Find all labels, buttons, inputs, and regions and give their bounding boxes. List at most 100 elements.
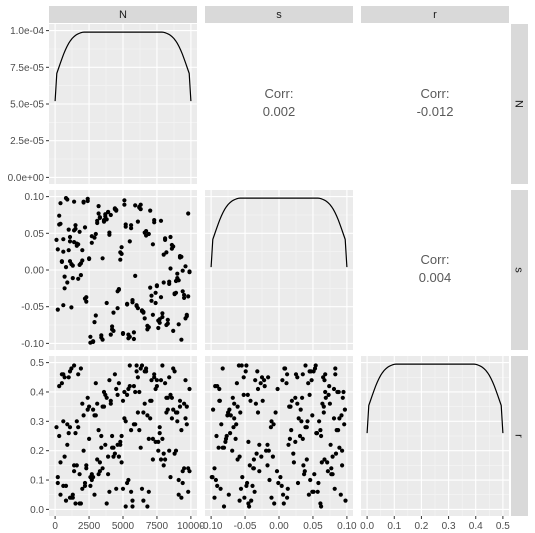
scatter-point <box>235 404 240 409</box>
scatter-point <box>286 442 291 447</box>
scatter-point <box>97 469 102 474</box>
scatter-point <box>299 419 304 424</box>
scatter-point <box>254 451 259 456</box>
scatter-point <box>110 327 115 332</box>
scatter-point <box>89 234 94 239</box>
scatter-point <box>175 419 180 424</box>
scatter-point <box>125 480 130 486</box>
scatter-point <box>234 381 239 386</box>
scatter-point <box>163 381 168 386</box>
scatter-point <box>119 433 124 439</box>
scatter-point <box>93 413 98 418</box>
scatter-point <box>108 332 113 337</box>
scatter-point <box>108 212 113 218</box>
scatter-point <box>312 472 317 477</box>
scatter-point <box>330 454 335 459</box>
scatter-point <box>118 250 123 255</box>
scatter-point <box>58 221 63 226</box>
scatter-point <box>133 203 138 208</box>
scatter-point <box>73 501 78 506</box>
scatter-point <box>172 369 177 374</box>
scatter-point <box>66 227 71 232</box>
scatter-point <box>295 480 301 486</box>
scatter-point <box>103 442 108 447</box>
scatter-point <box>118 439 123 444</box>
scatter-point <box>278 475 283 480</box>
scatter-point <box>258 381 263 386</box>
scatter-point <box>149 378 154 383</box>
scatter-point <box>165 317 170 322</box>
scatter-point <box>137 389 142 395</box>
scatter-point <box>114 386 119 392</box>
y-tick-label: 0.05 <box>25 229 45 240</box>
scatter-point <box>120 486 126 491</box>
scatter-point <box>184 422 189 427</box>
scatter-point <box>331 416 337 421</box>
y-tick-label: 7.5e-05 <box>10 63 44 74</box>
scatter-point <box>112 372 117 377</box>
scatter-point <box>180 480 185 486</box>
scatter-point <box>165 407 170 412</box>
x-tick-label: 0.5 <box>496 521 510 532</box>
scatter-point <box>211 407 216 412</box>
scatter-point <box>80 248 85 253</box>
scatter-point <box>148 285 153 290</box>
scatter-point <box>157 425 162 430</box>
scatter-point <box>78 501 83 506</box>
scatter-point <box>269 495 274 500</box>
scatter-s-vs-N <box>54 196 192 345</box>
scatter-point <box>217 386 222 392</box>
scatter-point <box>130 498 135 503</box>
x-tick-label: 0.3 <box>442 521 456 532</box>
scatter-point <box>167 279 172 284</box>
scatter-point <box>268 425 273 430</box>
scatter-point <box>214 433 219 439</box>
scatter-point <box>168 234 173 240</box>
scatter-point <box>262 378 267 383</box>
scatter-point <box>61 249 66 254</box>
scatter-point <box>62 286 67 291</box>
scatter-point <box>317 419 322 424</box>
scatter-point <box>179 495 184 500</box>
scatter-point <box>161 451 166 456</box>
scatter-point <box>129 226 134 231</box>
y-tick-label: -0.10 <box>21 339 44 350</box>
scatter-point <box>129 223 134 228</box>
scatter-point <box>257 469 262 474</box>
scatter-point <box>100 466 105 471</box>
scatter-point <box>215 483 220 488</box>
x-tick-label: 0 <box>52 521 58 532</box>
scatter-point <box>218 486 223 491</box>
scatter-point <box>112 451 117 456</box>
scatter-point <box>281 492 286 497</box>
scatter-point <box>247 504 252 509</box>
scatter-point <box>233 436 238 441</box>
y-tick-label: 0.2 <box>30 446 44 457</box>
scatter-point <box>150 457 155 462</box>
scatter-point <box>297 433 303 439</box>
scatter-point <box>255 410 261 415</box>
scatter-point <box>251 457 256 462</box>
scatter-point <box>96 428 101 433</box>
scatter-point <box>333 451 339 456</box>
scatter-point <box>238 486 244 491</box>
scatter-point <box>114 207 119 212</box>
scatter-point <box>220 366 225 371</box>
scatter-point <box>146 489 151 494</box>
scatter-point <box>72 240 77 245</box>
scatter-point <box>259 454 264 459</box>
scatter-point <box>309 378 314 383</box>
scatter-point <box>168 266 173 271</box>
scatter-point <box>260 398 265 403</box>
scatter-point <box>144 229 149 234</box>
scatter-point <box>173 410 179 415</box>
scatter-point <box>119 460 124 465</box>
scatter-point <box>129 489 134 494</box>
scatter-point <box>221 445 227 450</box>
scatter-point <box>165 321 170 326</box>
scatter-point <box>78 366 83 371</box>
scatter-point <box>302 469 307 474</box>
scatter-point <box>182 292 187 298</box>
scatter-point <box>92 492 97 497</box>
scatter-point <box>160 363 165 368</box>
